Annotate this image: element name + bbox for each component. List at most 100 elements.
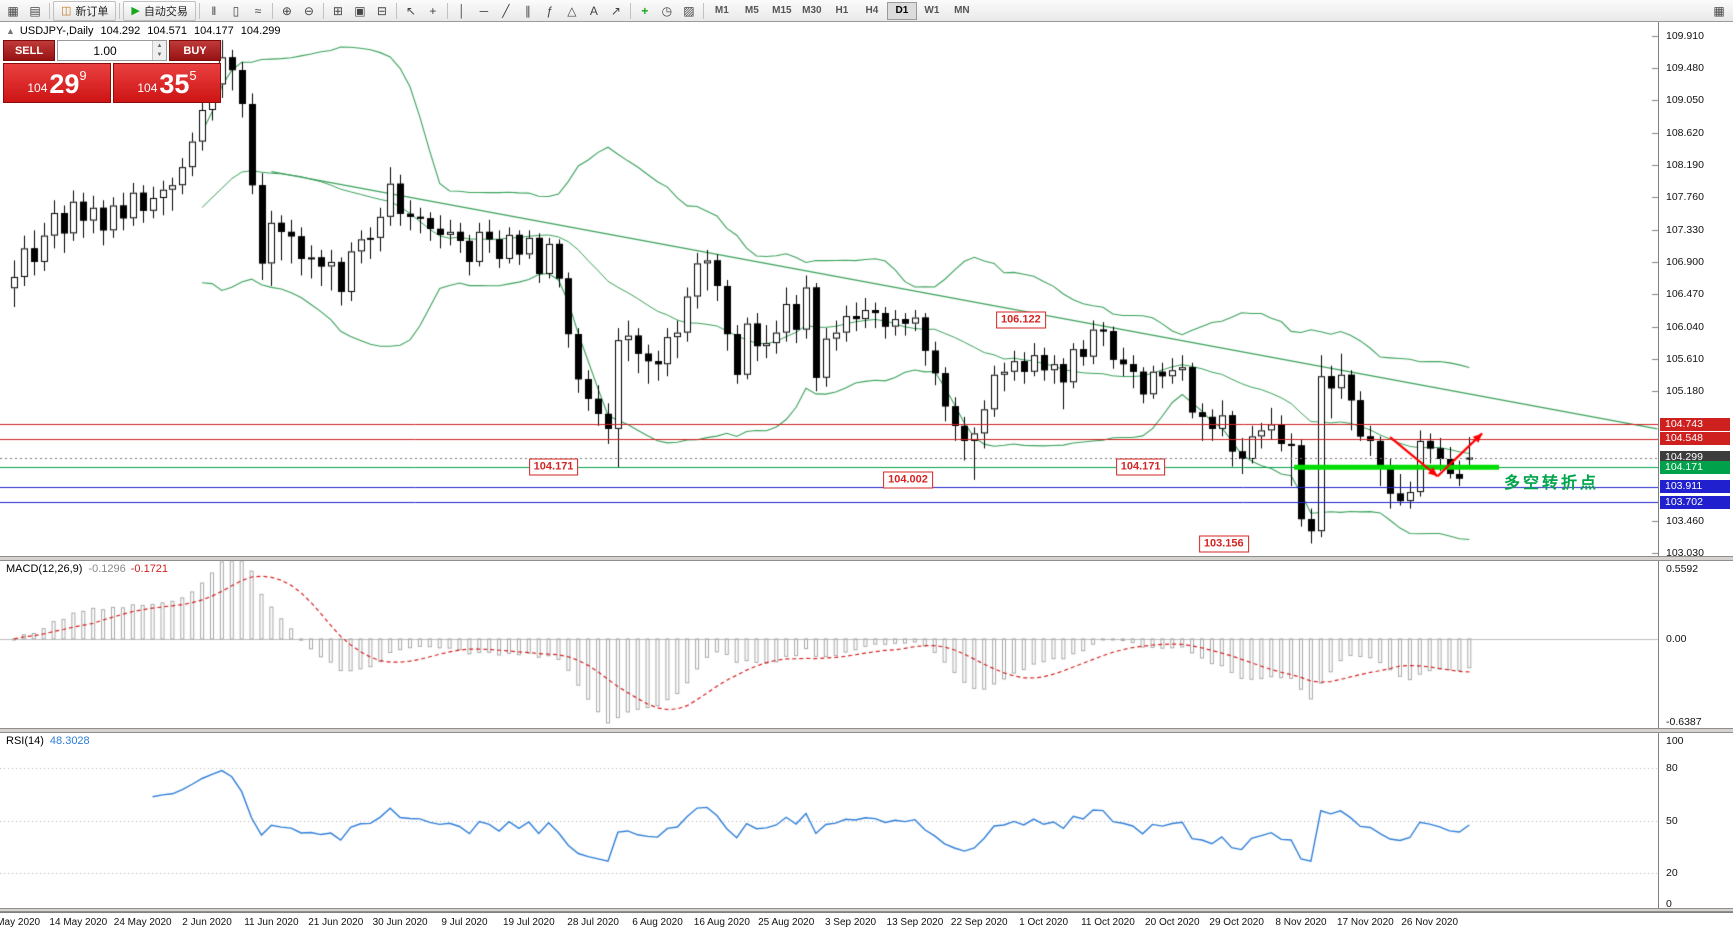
timeframe-m1-button[interactable]: M1 (714, 5, 729, 16)
price-chart-canvas[interactable] (0, 0, 1658, 912)
templates-icon[interactable]: ▨ (683, 3, 695, 18)
macd-signal-value: -0.1721 (130, 563, 169, 575)
toolbar-separator (322, 2, 324, 19)
buy-price-big: 35 (159, 69, 190, 99)
volume-increase-button[interactable]: ▲ (153, 41, 166, 51)
date-axis-label: 25 Aug 2020 (758, 917, 815, 928)
periods-icon[interactable]: ◷ (661, 3, 673, 18)
new-order-icon: ◫ (61, 5, 72, 17)
date-axis-label: 11 Jun 2020 (244, 917, 299, 928)
autotrading-button[interactable]: ▶ 自动交易 (123, 0, 196, 21)
date-axis-label: 16 Aug 2020 (693, 917, 750, 928)
one-click-trading-panel: SELL ▲ ▼ BUY 104 29 9 104 35 5 (3, 40, 221, 103)
crosshair-icon[interactable]: + (429, 3, 437, 18)
chart-list-icon[interactable]: ▦ (1713, 4, 1725, 18)
macd-axis-tick: 0.00 (1666, 632, 1687, 645)
toolbar-button-label: 新订单 (75, 5, 109, 18)
arrow-object-icon[interactable]: ↗ (610, 3, 621, 18)
trendline-icon[interactable]: ╱ (502, 3, 510, 18)
timeframe-w1-button[interactable]: W1 (924, 5, 940, 16)
zoom-out-icon[interactable]: ⊖ (303, 3, 314, 18)
bar-close-value: 104.299 (240, 25, 281, 37)
macd-main-value: -0.1296 (88, 563, 126, 575)
bar-chart-icon[interactable]: ‖ (211, 3, 217, 18)
volume-input[interactable] (58, 41, 152, 60)
price-callout: 104.171 (528, 458, 579, 476)
date-axis-label: 24 May 2020 (113, 917, 172, 928)
panel-separator[interactable] (0, 908, 1733, 912)
date-axis-label: 13 Sep 2020 (886, 917, 944, 928)
candlestick-chart-icon[interactable]: ▯ (232, 3, 240, 18)
price-axis[interactable]: 109.910 109.480 109.050 108.620 108.190 107.7… (1658, 22, 1733, 912)
price-axis-tick: 108.620 (1666, 126, 1704, 139)
horizontal-line-icon[interactable]: ─ (479, 3, 489, 18)
fibonacci-retracement-icon[interactable]: ƒ (546, 3, 554, 18)
buy-button[interactable]: BUY (169, 40, 221, 61)
date-axis-label: 11 Oct 2020 (1081, 917, 1135, 928)
panel-separator[interactable] (0, 728, 1733, 733)
axis-price-box: 103.911 (1660, 480, 1730, 494)
price-callout: 103.156 (1198, 535, 1249, 552)
time-axis[interactable]: 7 May 2020 14 May 2020 24 May 2020 2 Jun 20… (0, 912, 1733, 935)
tile-horizontal-icon[interactable]: ⊟ (376, 3, 387, 18)
toolbar-button-label: 自动交易 (143, 5, 188, 18)
timeframe-m15-button[interactable]: M15 (772, 5, 792, 16)
tile-windows-icon[interactable]: ⊞ (332, 3, 343, 18)
indicators-add-icon[interactable]: + (641, 3, 649, 18)
rsi-axis-tick: 20 (1666, 867, 1678, 879)
sell-price-tile[interactable]: 104 29 9 (3, 63, 111, 103)
timeframe-m5-button[interactable]: M5 (744, 5, 759, 16)
buy-price-tile[interactable]: 104 35 5 (113, 63, 221, 103)
date-axis-label: 17 Nov 2020 (1336, 917, 1394, 928)
date-axis-label: 19 Jul 2020 (502, 917, 555, 928)
cursor-icon[interactable]: ↖ (405, 3, 416, 18)
sell-price-prefix: 104 (27, 81, 48, 95)
text-label-icon[interactable]: A (589, 3, 598, 18)
date-axis-label: 22 Sep 2020 (950, 917, 1008, 928)
timeframe-d1-button[interactable]: D1 (886, 1, 917, 20)
price-axis-tick: 103.030 (1666, 546, 1704, 559)
rsi-axis-tick: 100 (1666, 735, 1684, 747)
price-axis-tick: 106.040 (1666, 320, 1704, 333)
sell-button[interactable]: SELL (3, 40, 55, 61)
buy-price-sup: 5 (189, 68, 197, 83)
toolbar-separator (198, 2, 200, 19)
price-axis-tick: 107.330 (1666, 223, 1704, 236)
price-axis-tick: 103.460 (1666, 514, 1704, 527)
timeframe-mn-button[interactable]: MN (954, 5, 970, 16)
date-axis-label: 26 Nov 2020 (1401, 917, 1459, 928)
timeframe-h4-button[interactable]: H4 (865, 5, 879, 16)
volume-decrease-button[interactable]: ▼ (153, 50, 166, 60)
date-axis-label: 30 Jun 2020 (372, 917, 428, 928)
profiles-icon[interactable]: ▤ (29, 3, 41, 18)
price-axis-tick: 109.050 (1666, 94, 1704, 107)
date-axis-label: 21 Jun 2020 (308, 917, 364, 928)
toolbar-separator (271, 2, 273, 19)
vertical-line-icon[interactable]: │ (458, 3, 466, 18)
toolbar-separator (702, 2, 704, 19)
zoom-in-icon[interactable]: ⊕ (281, 3, 292, 18)
shapes-icon[interactable]: △ (567, 3, 577, 18)
axis-price-box: 103.702 (1660, 495, 1730, 509)
new-chart-icon[interactable]: ▦ (7, 3, 19, 18)
bar-open-value: 104.292 (100, 25, 141, 37)
cascade-windows-icon[interactable]: ▣ (354, 3, 366, 18)
collapse-quote-panel-icon[interactable]: ▲ (6, 26, 15, 36)
toolbar-items: ▦ ▤ ◫ 新订单 ▶ 自动交易 ‖ ▯ ≈ ⊕ ⊖ ⊞ ▣ ⊟ ↖ + │ ─ ╱ ∥ ƒ △ A ↗ + ◷ ▨ M1 M5 M15 M… (2, 0, 977, 22)
rsi-title: RSI(14) (6, 735, 44, 747)
rsi-label: RSI(14) 48.3028 (6, 735, 90, 747)
timeframe-h1-button[interactable]: H1 (835, 5, 849, 16)
toolbar-separator (446, 2, 448, 19)
line-chart-icon[interactable]: ≈ (254, 3, 262, 18)
price-axis-tick: 109.480 (1666, 61, 1704, 74)
sell-price-big: 29 (49, 69, 80, 99)
toolbar-separator (629, 2, 631, 19)
rsi-value: 48.3028 (49, 735, 90, 747)
rsi-axis-tick: 50 (1666, 814, 1678, 827)
timeframe-m30-button[interactable]: M30 (802, 5, 822, 16)
equidistant-channel-icon[interactable]: ∥ (524, 3, 531, 18)
panel-separator[interactable] (0, 556, 1733, 561)
new-order-button[interactable]: ◫ 新订单 (53, 0, 117, 21)
autotrading-icon: ▶ (131, 5, 140, 17)
